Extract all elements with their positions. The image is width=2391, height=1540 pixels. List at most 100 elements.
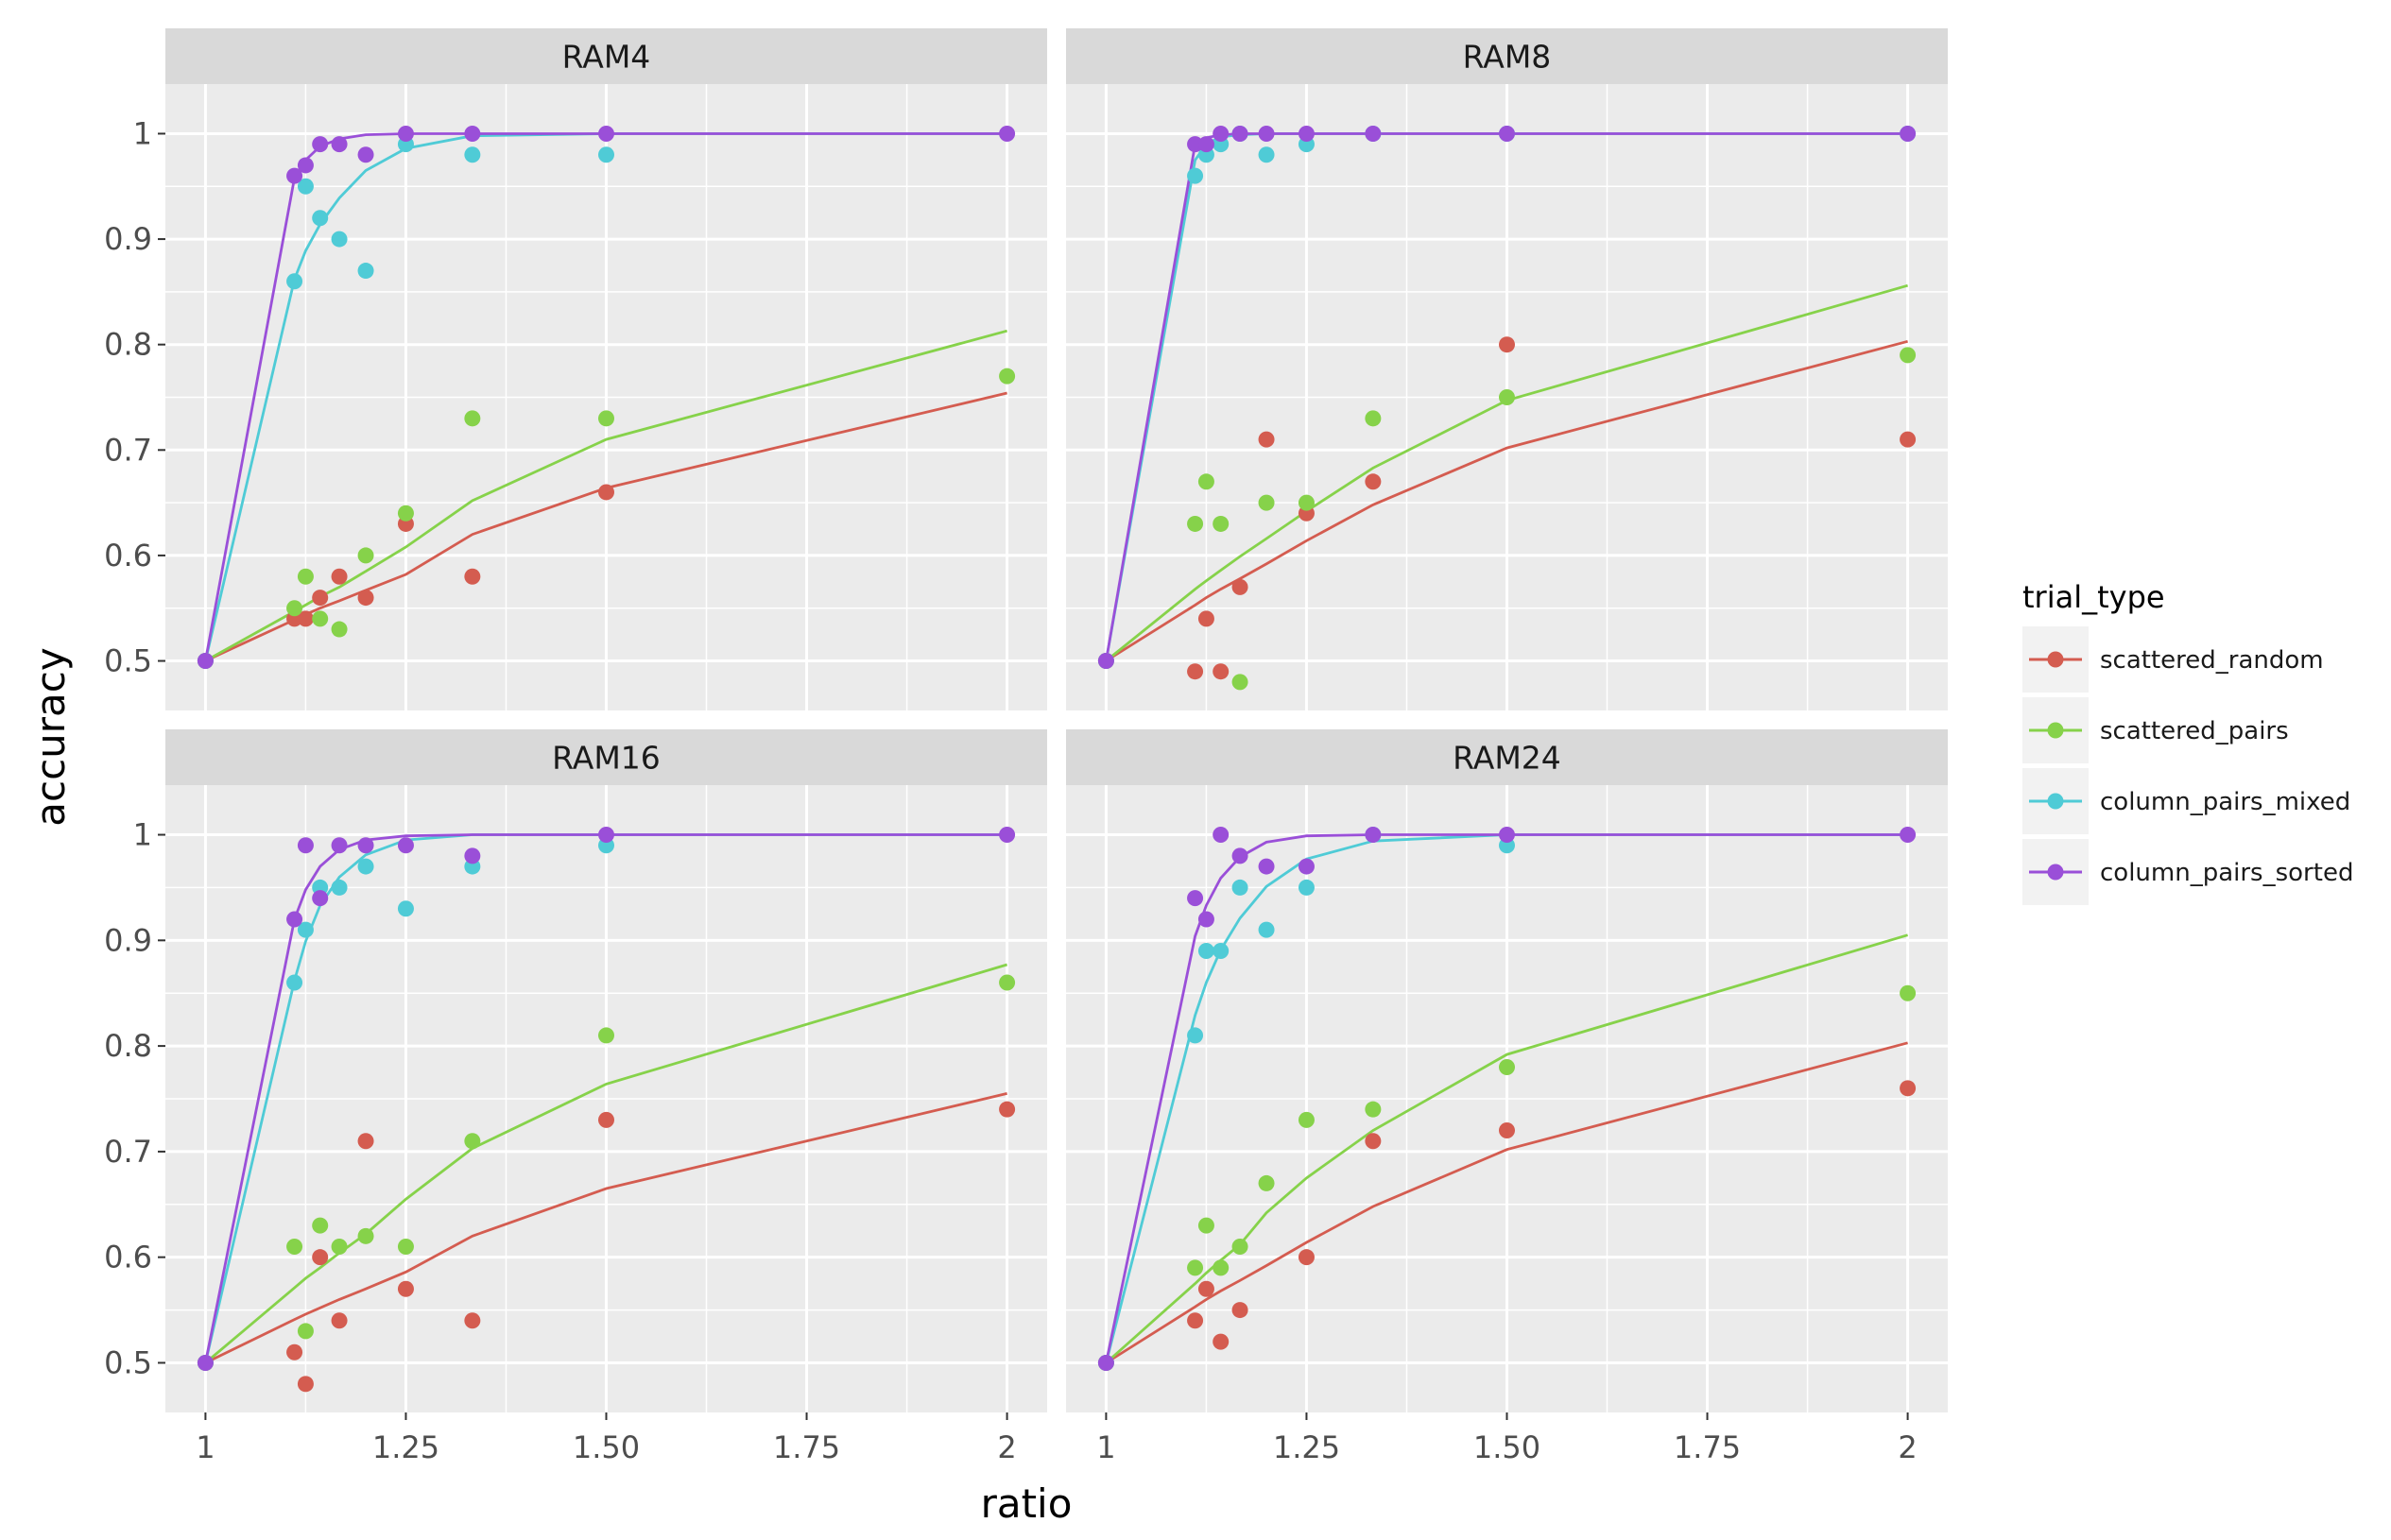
data-point-column-pairs-mixed bbox=[464, 146, 481, 163]
facet-title: RAM8 bbox=[1463, 39, 1552, 76]
data-point-column-pairs-sorted bbox=[1499, 125, 1515, 142]
x-tick-label: 1 bbox=[196, 1429, 215, 1465]
data-point-scattered-pairs bbox=[297, 568, 314, 585]
data-point-scattered-pairs bbox=[1213, 1259, 1230, 1276]
y-tick-label: 0.8 bbox=[104, 1028, 152, 1064]
y-tick-label: 1 bbox=[133, 817, 152, 853]
legend-title: trial_type bbox=[2022, 579, 2165, 615]
data-point-scattered-pairs bbox=[999, 974, 1016, 991]
data-point-column-pairs-sorted bbox=[1213, 827, 1230, 844]
data-point-scattered-random bbox=[464, 568, 481, 585]
data-point-column-pairs-sorted bbox=[1187, 890, 1204, 907]
data-point-scattered-pairs bbox=[1499, 1058, 1515, 1075]
data-point-scattered-random bbox=[1900, 1080, 1917, 1097]
data-point-scattered-pairs bbox=[286, 600, 303, 617]
y-tick-label: 0.6 bbox=[104, 538, 152, 573]
fit-line-scattered-pairs bbox=[1105, 933, 1908, 1364]
data-point-scattered-random bbox=[1365, 473, 1382, 490]
data-point-scattered-pairs bbox=[357, 1227, 374, 1244]
data-point-column-pairs-sorted bbox=[1298, 858, 1315, 875]
data-point-scattered-pairs bbox=[357, 547, 374, 564]
data-point-column-pairs-sorted bbox=[312, 890, 329, 907]
y-tick-label: 0.9 bbox=[104, 922, 152, 958]
data-point-scattered-pairs bbox=[286, 1238, 303, 1255]
data-point-column-pairs-mixed bbox=[598, 146, 614, 163]
data-point-column-pairs-mixed bbox=[357, 858, 374, 875]
data-point-column-pairs-mixed bbox=[1187, 167, 1204, 184]
y-tick-label: 1 bbox=[133, 115, 152, 151]
legend-key-point bbox=[2047, 793, 2064, 810]
data-point-scattered-pairs bbox=[1365, 1101, 1382, 1118]
data-point-scattered-random bbox=[1213, 1333, 1230, 1350]
data-point-column-pairs-mixed bbox=[312, 210, 329, 227]
fit-line-column-pairs-sorted bbox=[204, 833, 1007, 1363]
data-point-scattered-pairs bbox=[1231, 674, 1248, 691]
data-point-scattered-random bbox=[1231, 578, 1248, 595]
data-point-scattered-pairs bbox=[1187, 1259, 1204, 1276]
fit-line-scattered-pairs bbox=[204, 963, 1007, 1364]
data-point-column-pairs-sorted bbox=[999, 125, 1016, 142]
facet-title: RAM24 bbox=[1453, 740, 1561, 777]
data-point-column-pairs-sorted bbox=[397, 837, 414, 854]
legend-key-point bbox=[2047, 722, 2064, 739]
data-point-column-pairs-mixed bbox=[1187, 1027, 1204, 1044]
data-point-scattered-random bbox=[999, 1101, 1016, 1118]
data-point-column-pairs-mixed bbox=[331, 879, 348, 896]
x-tick-label: 2 bbox=[997, 1429, 1016, 1465]
facet-strip bbox=[1066, 729, 1948, 785]
data-point-column-pairs-sorted bbox=[1499, 827, 1515, 844]
x-tick-label: 1.50 bbox=[1473, 1429, 1540, 1465]
legend-label-scattered-pairs: scattered_pairs bbox=[2100, 717, 2289, 745]
data-point-scattered-random bbox=[297, 1376, 314, 1393]
data-point-column-pairs-mixed bbox=[1258, 921, 1275, 938]
data-point-column-pairs-sorted bbox=[357, 146, 374, 163]
data-point-column-pairs-sorted bbox=[331, 136, 348, 153]
data-point-scattered-pairs bbox=[1231, 1238, 1248, 1255]
data-point-scattered-pairs bbox=[1499, 389, 1515, 405]
fit-line-column-pairs-mixed bbox=[1105, 833, 1908, 1363]
data-point-scattered-random bbox=[1187, 1312, 1204, 1329]
facet-panel-ram4: RAM4 0.5 0.6 0.7 0.8 0.9 1 bbox=[104, 28, 1047, 710]
x-tick-label: 1.75 bbox=[773, 1429, 840, 1465]
data-point-scattered-pairs bbox=[1213, 515, 1230, 532]
legend-key-point bbox=[2047, 864, 2064, 881]
data-point-column-pairs-sorted bbox=[1258, 858, 1275, 875]
y-tick-label: 0.7 bbox=[104, 432, 152, 468]
data-point-scattered-pairs bbox=[397, 505, 414, 522]
y-tick-label: 0.9 bbox=[104, 221, 152, 257]
legend-key-point bbox=[2047, 651, 2064, 668]
data-point-column-pairs-sorted bbox=[397, 125, 414, 142]
data-point-scattered-pairs bbox=[1298, 1111, 1315, 1128]
data-point-scattered-pairs bbox=[331, 1238, 348, 1255]
data-point-scattered-random bbox=[357, 590, 374, 607]
y-tick-label: 0.8 bbox=[104, 327, 152, 363]
data-point-column-pairs-mixed bbox=[297, 921, 314, 938]
data-point-scattered-random bbox=[286, 1343, 303, 1360]
data-point-column-pairs-sorted bbox=[1298, 125, 1315, 142]
data-point-column-pairs-sorted bbox=[1197, 911, 1214, 928]
x-tick-label: 1.75 bbox=[1674, 1429, 1741, 1465]
y-tick-label: 0.5 bbox=[104, 643, 152, 679]
data-point-column-pairs-sorted bbox=[1231, 125, 1248, 142]
facet-title: RAM16 bbox=[552, 740, 661, 777]
data-point-scattered-random bbox=[1900, 431, 1917, 448]
data-point-scattered-random bbox=[1197, 610, 1214, 627]
data-point-scattered-pairs bbox=[1197, 473, 1214, 490]
facet-grid: RAM4 0.5 0.6 0.7 0.8 0.9 1 RAM8 RAM16 0.5 0.6 0.7 0.… bbox=[104, 28, 1948, 1465]
data-point-column-pairs-sorted bbox=[286, 911, 303, 928]
data-point-scattered-pairs bbox=[1258, 1174, 1275, 1191]
data-point-column-pairs-sorted bbox=[1900, 827, 1917, 844]
data-point-scattered-random bbox=[464, 1312, 481, 1329]
data-point-column-pairs-mixed bbox=[1197, 943, 1214, 960]
data-point-scattered-random bbox=[331, 568, 348, 585]
facet-panel-ram8: RAM8 bbox=[1066, 28, 1948, 710]
data-point-scattered-pairs bbox=[331, 621, 348, 638]
data-point-scattered-random bbox=[1499, 336, 1515, 353]
facet-panel-ram24: RAM24 1 1.25 1.50 1.75 2 bbox=[1066, 729, 1948, 1465]
data-point-column-pairs-sorted bbox=[312, 136, 329, 153]
legend-label-column-pairs-mixed: column_pairs_mixed bbox=[2100, 788, 2350, 816]
data-point-scattered-pairs bbox=[1365, 410, 1382, 427]
fit-line-scattered-random bbox=[204, 1092, 1007, 1364]
data-point-column-pairs-sorted bbox=[1231, 847, 1248, 864]
data-point-column-pairs-sorted bbox=[331, 837, 348, 854]
